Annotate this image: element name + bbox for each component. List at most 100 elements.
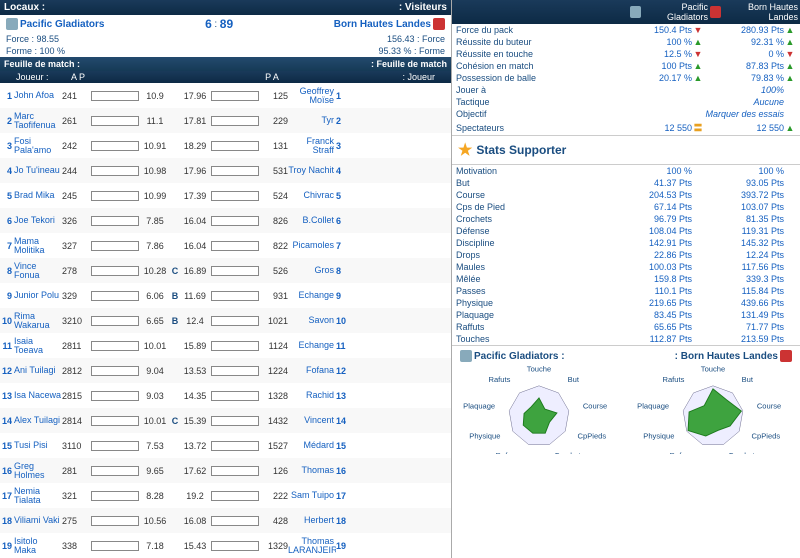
stat-label: Mêlée bbox=[456, 274, 612, 284]
player-name[interactable]: Ani Tuilagi bbox=[14, 366, 62, 375]
player-min: 2811 bbox=[62, 341, 90, 351]
stat-label: Raffuts bbox=[456, 322, 612, 332]
col-ap-r[interactable]: P A bbox=[258, 72, 286, 82]
cmp-row: Possession de balle20.17 %▲79.83 %▲ bbox=[452, 72, 800, 84]
stat-row: Mêlée159.8 Pts339.3 Pts bbox=[452, 273, 800, 285]
bar-left bbox=[91, 366, 139, 376]
player-name[interactable]: Brad Mika bbox=[14, 191, 62, 200]
player-name[interactable]: Vince Fonua bbox=[14, 262, 62, 280]
player-name[interactable]: Rima Wakarua bbox=[14, 312, 62, 330]
cmp-v2: 100% bbox=[704, 85, 784, 95]
player-name-r[interactable]: Fofana bbox=[288, 366, 336, 375]
stat-row: Physique219.65 Pts439.66 Pts bbox=[452, 297, 800, 309]
player-name[interactable]: Isitolo Maka bbox=[14, 537, 62, 555]
player-name-r[interactable]: Savon bbox=[288, 316, 336, 325]
player-name-r[interactable]: Chivrac bbox=[288, 191, 336, 200]
svg-text:Defense: Defense bbox=[670, 451, 698, 454]
player-name-r[interactable]: Franck Straff bbox=[288, 137, 336, 155]
stat-row: Défense108.04 Pts119.31 Pts bbox=[452, 225, 800, 237]
player-name-r[interactable]: Tyr bbox=[288, 116, 336, 125]
player-name-r[interactable]: Herbert bbox=[288, 516, 336, 525]
stat-left: 7.18 bbox=[140, 541, 170, 551]
stat-label: But bbox=[456, 178, 612, 188]
mark: B bbox=[170, 316, 180, 326]
player-name-r[interactable]: Thomas bbox=[288, 466, 336, 475]
col-ap-l[interactable]: A P bbox=[64, 72, 92, 82]
team2-name[interactable]: Born Hautes Landes bbox=[334, 19, 431, 30]
player-name-r[interactable]: Echange bbox=[288, 341, 336, 350]
player-min-r: 222 bbox=[260, 491, 288, 501]
col-joueur-l[interactable]: Joueur : bbox=[16, 72, 64, 82]
player-name-r[interactable]: Thomas LARANJEIRA bbox=[288, 537, 336, 555]
cmp-header: Pacific Gladiators Born Hautes Landes bbox=[452, 0, 800, 24]
player-name-r[interactable]: Troy Nachit bbox=[288, 166, 336, 175]
cmp-v2: 280.93 Pts bbox=[704, 25, 784, 35]
stat-v2: 145.32 Pts bbox=[704, 238, 784, 248]
header-locaux: Locaux : : Visiteurs bbox=[0, 0, 451, 15]
radar1: Pacific Gladiators : ToucheButCourseCpPi… bbox=[452, 346, 626, 459]
player-name[interactable]: Greg Holmes bbox=[14, 462, 62, 480]
player-name-r[interactable]: Picamoles bbox=[288, 241, 336, 250]
stat-left: 7.53 bbox=[140, 441, 170, 451]
stat-v2: 81.35 Pts bbox=[704, 214, 784, 224]
player-name-r[interactable]: Geoffrey Moïse bbox=[288, 87, 336, 105]
player-name[interactable]: Alex Tuilagi bbox=[14, 416, 62, 425]
player-name[interactable]: Nemia Tialata bbox=[14, 487, 62, 505]
bar-right bbox=[211, 366, 259, 376]
team1-name[interactable]: Pacific Gladiators bbox=[20, 19, 104, 30]
cmp-team2[interactable]: Born Hautes Landes bbox=[708, 2, 798, 22]
player-min: 278 bbox=[62, 266, 90, 276]
stat-v1: 219.65 Pts bbox=[612, 298, 692, 308]
player-name-r[interactable]: B.Collet bbox=[288, 216, 336, 225]
player-name[interactable]: John Afoa bbox=[14, 91, 62, 100]
player-name[interactable]: Mama Molitika bbox=[14, 237, 62, 255]
player-name[interactable]: Jo Tu'ineau bbox=[14, 166, 62, 175]
player-name[interactable]: Marc Taofifenua bbox=[14, 112, 62, 130]
bar-left bbox=[91, 516, 139, 526]
player-name[interactable]: Viliami Vaki bbox=[14, 516, 62, 525]
stat-label: Course bbox=[456, 190, 612, 200]
player-min: 2815 bbox=[62, 391, 90, 401]
player-num: 16 bbox=[0, 466, 14, 476]
player-num: 1 bbox=[0, 91, 14, 101]
svg-text:Physique: Physique bbox=[643, 431, 674, 440]
bar-right bbox=[211, 191, 259, 201]
svg-text:Crochet: Crochet bbox=[728, 451, 755, 454]
player-num-r: 5 bbox=[336, 191, 350, 201]
player-name-r[interactable]: Gros bbox=[288, 266, 336, 275]
cmp-v1: 12.5 % bbox=[632, 49, 692, 59]
player-name[interactable]: Joe Tekori bbox=[14, 216, 62, 225]
stat-label: Motivation bbox=[456, 166, 612, 176]
players-table: 1John Afoa24110.917.96125Geoffrey Moïse1… bbox=[0, 83, 451, 558]
col-joueur-r[interactable]: : Joueur bbox=[286, 72, 435, 82]
player-name[interactable]: Junior Polu bbox=[14, 291, 62, 300]
stat-v2: 100 % bbox=[704, 166, 784, 176]
player-name[interactable]: Isa Nacewa bbox=[14, 391, 62, 400]
bar-right bbox=[211, 316, 259, 326]
player-name-r[interactable]: Sam Tuipo bbox=[288, 491, 336, 500]
player-name-r[interactable]: Echange bbox=[288, 291, 336, 300]
stat-left: 10.01 bbox=[140, 416, 170, 426]
cmp-v1: 20.17 % bbox=[632, 73, 692, 83]
bar-right bbox=[211, 291, 259, 301]
svg-text:But: But bbox=[742, 375, 754, 384]
player-row: 13Isa Nacewa28159.0314.351328Rachid13 bbox=[0, 383, 451, 408]
score1: 6 bbox=[205, 17, 212, 31]
stat-left: 9.03 bbox=[140, 391, 170, 401]
bar-left bbox=[91, 266, 139, 276]
player-name[interactable]: Fosi Pala'amo bbox=[14, 137, 62, 155]
player-name[interactable]: Isaia Toeava bbox=[14, 337, 62, 355]
cmp-team1[interactable]: Pacific Gladiators bbox=[628, 2, 708, 22]
player-name-r[interactable]: Rachid bbox=[288, 391, 336, 400]
player-num: 9 bbox=[0, 291, 14, 301]
stat-row: Raffuts65.65 Pts71.77 Pts bbox=[452, 321, 800, 333]
stat-left: 10.91 bbox=[140, 141, 170, 151]
player-name-r[interactable]: Médard bbox=[288, 441, 336, 450]
player-min: 2814 bbox=[62, 416, 90, 426]
player-name[interactable]: Tusi Pisi bbox=[14, 441, 62, 450]
bar-left bbox=[91, 341, 139, 351]
stat-right: 12.4 bbox=[180, 316, 210, 326]
stats-title-text: Stats Supporter bbox=[476, 143, 566, 157]
player-name-r[interactable]: Vincent bbox=[288, 416, 336, 425]
player-min: 275 bbox=[62, 516, 90, 526]
